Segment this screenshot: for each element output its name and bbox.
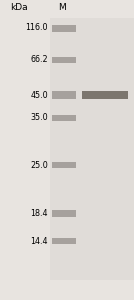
Bar bbox=[50, 18, 134, 280]
Bar bbox=[52, 238, 76, 244]
Text: 66.2: 66.2 bbox=[30, 56, 48, 64]
Text: kDa: kDa bbox=[10, 3, 28, 12]
Text: 35.0: 35.0 bbox=[30, 113, 48, 122]
Text: 116.0: 116.0 bbox=[25, 23, 48, 32]
Bar bbox=[52, 162, 76, 168]
Bar bbox=[52, 209, 76, 217]
Bar bbox=[52, 115, 76, 121]
Text: 18.4: 18.4 bbox=[31, 208, 48, 217]
Bar bbox=[52, 25, 76, 32]
Bar bbox=[52, 57, 76, 63]
Text: 25.0: 25.0 bbox=[30, 160, 48, 169]
Text: M: M bbox=[58, 3, 66, 12]
Text: 45.0: 45.0 bbox=[30, 91, 48, 100]
Bar bbox=[52, 91, 76, 99]
Text: 14.4: 14.4 bbox=[31, 236, 48, 245]
Bar bbox=[82, 91, 128, 99]
